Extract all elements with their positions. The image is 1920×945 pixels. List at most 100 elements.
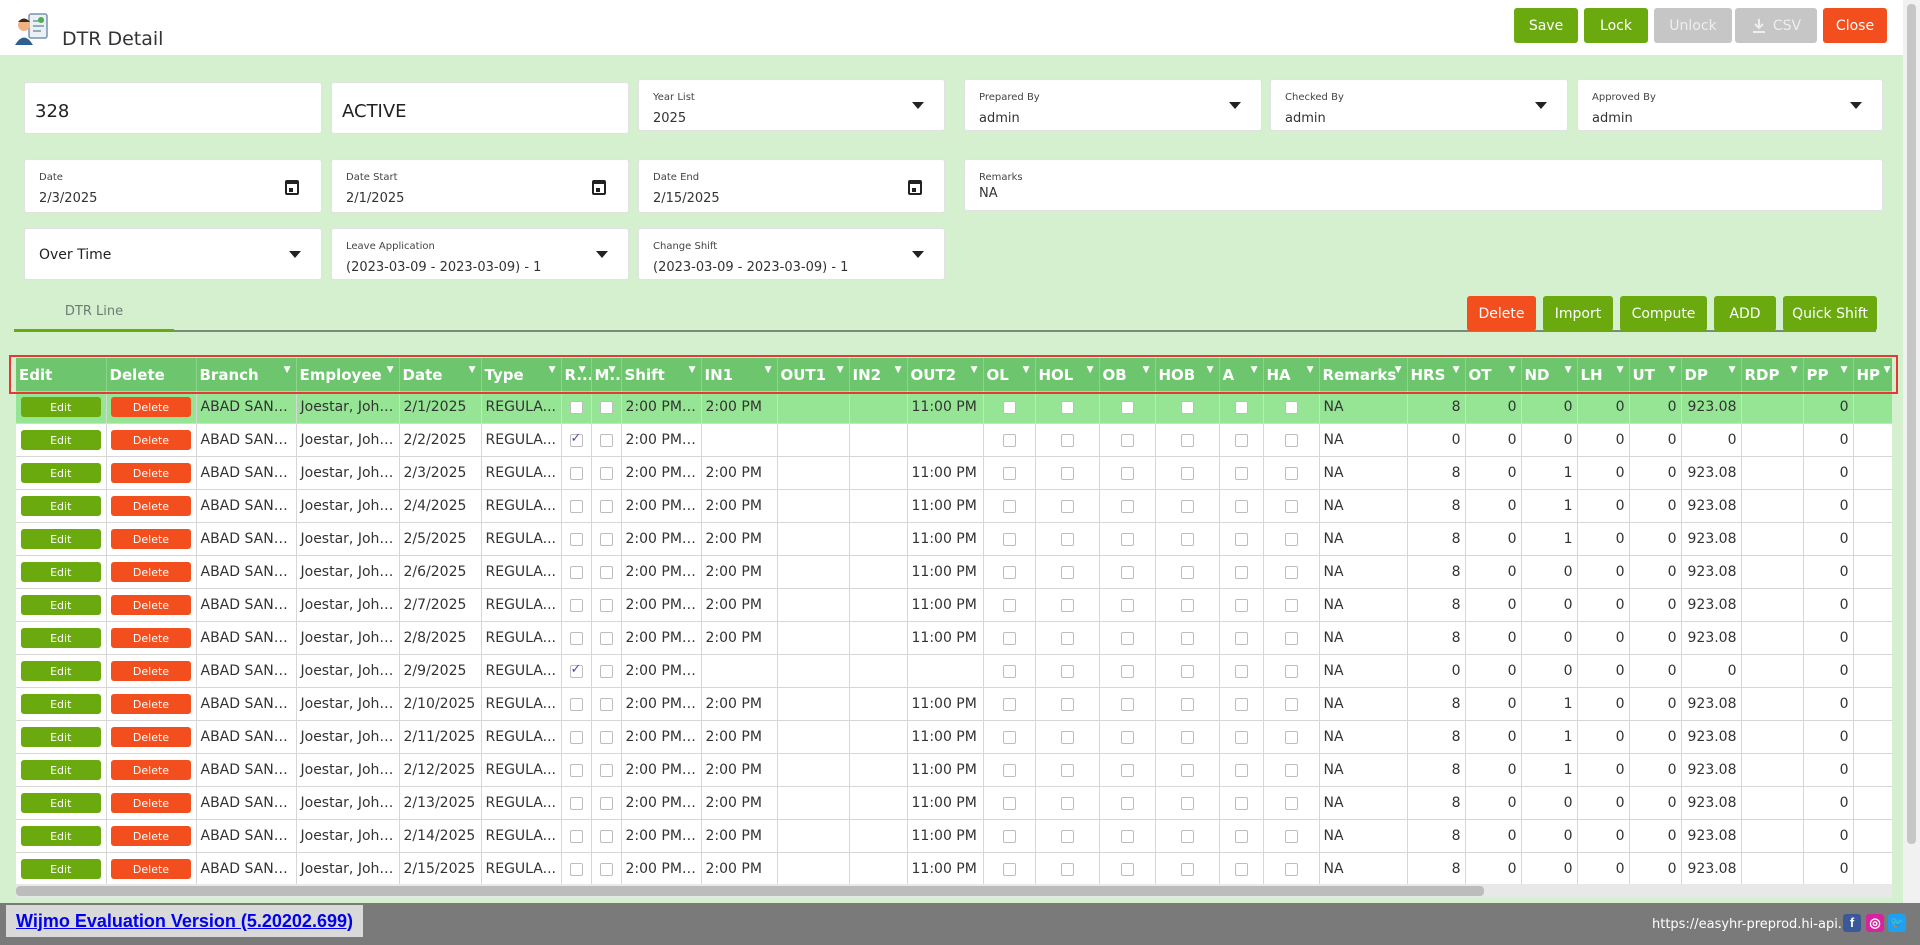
ha-checkbox[interactable] [1284,664,1298,678]
a-checkbox[interactable] [1234,730,1248,744]
ol-checkbox[interactable] [1002,730,1016,744]
ol-checkbox[interactable] [1002,532,1016,546]
cell-hp[interactable] [1853,489,1892,523]
cell-ot[interactable]: 0 [1465,423,1522,457]
column-header-20[interactable]: HRS ▼ [1407,358,1466,391]
cell-type[interactable]: REGULA... [481,423,562,457]
table-row[interactable]: Edit Delete ABAD SANT... Joestar, John ... 2… [16,489,1892,523]
cell-branch[interactable]: ABAD SANT... [196,654,297,688]
rd-checkbox[interactable] [569,532,583,546]
cell-in2[interactable] [849,753,908,787]
row-delete-button[interactable]: Delete [111,859,191,879]
cell-out1[interactable] [777,391,850,424]
cell-dp[interactable]: 923.08 [1681,588,1742,622]
row-delete-button[interactable]: Delete [111,496,191,516]
cell-shift[interactable]: 2:00 PM ... [621,391,702,424]
m-checkbox[interactable] [599,664,613,678]
m-checkbox[interactable] [599,862,613,876]
cell-employee[interactable]: Joestar, John ... [296,522,400,556]
a-checkbox[interactable] [1234,433,1248,447]
filter-icon[interactable]: ▼ [1142,365,1150,375]
cell-date[interactable]: 2/4/2025 [399,489,482,523]
ob-checkbox[interactable] [1120,598,1134,612]
ol-checkbox[interactable] [1002,598,1016,612]
rd-checkbox[interactable] [569,631,583,645]
cell-date[interactable]: 2/2/2025 [399,423,482,457]
quick-shift-button[interactable]: Quick Shift [1783,296,1877,331]
table-row[interactable]: Edit Delete ABAD SANT... Joestar, John ... 2… [16,753,1892,787]
row-edit-button[interactable]: Edit [20,859,101,879]
table-row[interactable]: Edit Delete ABAD SANT... Joestar, John ... 2… [16,687,1892,721]
cell-in2[interactable] [849,391,908,424]
cell-out2[interactable]: 11:00 PM [907,621,984,655]
table-row[interactable]: Edit Delete ABAD SANT... Joestar, John ... 2… [16,654,1892,688]
filter-icon[interactable]: ▼ [1206,365,1214,375]
cell-hp[interactable] [1853,786,1892,820]
filter-icon[interactable]: ▼ [836,365,844,375]
cell-in2[interactable] [849,687,908,721]
cell-ut[interactable]: 0 [1629,687,1682,721]
cell-in1[interactable]: 2:00 PM [701,852,778,884]
cell-ut[interactable]: 0 [1629,588,1682,622]
ob-checkbox[interactable] [1120,697,1134,711]
rd-checkbox[interactable] [569,796,583,810]
cell-shift[interactable]: 2:00 PM ... [621,687,702,721]
column-header-5[interactable]: Type ▼ [481,358,562,391]
hob-checkbox[interactable] [1180,433,1194,447]
ol-checkbox[interactable] [1002,697,1016,711]
cell-remarks[interactable]: NA [1319,819,1408,853]
column-header-18[interactable]: HA ▼ [1263,358,1320,391]
cell-hrs[interactable]: 8 [1407,720,1466,754]
cell-in1[interactable]: 2:00 PM [701,456,778,490]
cell-pp[interactable]: 0 [1803,819,1854,853]
cell-employee[interactable]: Joestar, John ... [296,852,400,884]
cell-lh[interactable]: 0 [1577,720,1630,754]
cell-employee[interactable]: Joestar, John ... [296,555,400,589]
cell-ot[interactable]: 0 [1465,852,1522,884]
cell-hrs[interactable]: 8 [1407,522,1466,556]
cell-ut[interactable]: 0 [1629,819,1682,853]
cell-date[interactable]: 2/7/2025 [399,588,482,622]
cell-in1[interactable]: 2:00 PM [701,753,778,787]
rd-checkbox[interactable] [569,499,583,513]
m-checkbox[interactable] [599,763,613,777]
filter-icon[interactable]: ▼ [894,365,902,375]
cell-shift[interactable]: 2:00 PM ... [621,654,702,688]
cell-type[interactable]: REGULA... [481,522,562,556]
approved-by-select[interactable]: Approved By admin [1577,79,1883,131]
cell-hp[interactable] [1853,753,1892,787]
filter-icon[interactable]: ▼ [1306,365,1314,375]
cell-pp[interactable]: 0 [1803,391,1854,424]
cell-hrs[interactable]: 8 [1407,786,1466,820]
cell-ut[interactable]: 0 [1629,654,1682,688]
a-checkbox[interactable] [1234,532,1248,546]
cell-in1[interactable]: 2:00 PM [701,819,778,853]
cell-dp[interactable]: 923.08 [1681,522,1742,556]
column-header-9[interactable]: IN1 ▼ [701,358,778,391]
column-header-16[interactable]: HOB ▼ [1155,358,1220,391]
cell-rdp[interactable] [1741,456,1804,490]
cell-out1[interactable] [777,555,850,589]
cell-shift[interactable]: 2:00 PM ... [621,423,702,457]
hol-checkbox[interactable] [1060,763,1074,777]
cell-in1[interactable]: 2:00 PM [701,391,778,424]
cell-dp[interactable]: 923.08 [1681,687,1742,721]
cell-pp[interactable]: 0 [1803,786,1854,820]
ha-checkbox[interactable] [1284,466,1298,480]
cell-out1[interactable] [777,687,850,721]
ha-checkbox[interactable] [1284,730,1298,744]
filter-icon[interactable]: ▼ [1728,365,1736,375]
cell-remarks[interactable]: NA [1319,654,1408,688]
cell-remarks[interactable]: NA [1319,852,1408,884]
cell-hrs[interactable]: 8 [1407,687,1466,721]
table-row[interactable]: Edit Delete ABAD SANT... Joestar, John ... 2… [16,391,1892,424]
table-row[interactable]: Edit Delete ABAD SANT... Joestar, John ... 2… [16,555,1892,589]
cell-hp[interactable] [1853,555,1892,589]
row-edit-button[interactable]: Edit [20,760,101,780]
cell-dp[interactable]: 923.08 [1681,621,1742,655]
cell-nd[interactable]: 1 [1521,489,1578,523]
cell-in2[interactable] [849,786,908,820]
cell-shift[interactable]: 2:00 PM ... [621,555,702,589]
cell-employee[interactable]: Joestar, John ... [296,621,400,655]
cell-remarks[interactable]: NA [1319,423,1408,457]
